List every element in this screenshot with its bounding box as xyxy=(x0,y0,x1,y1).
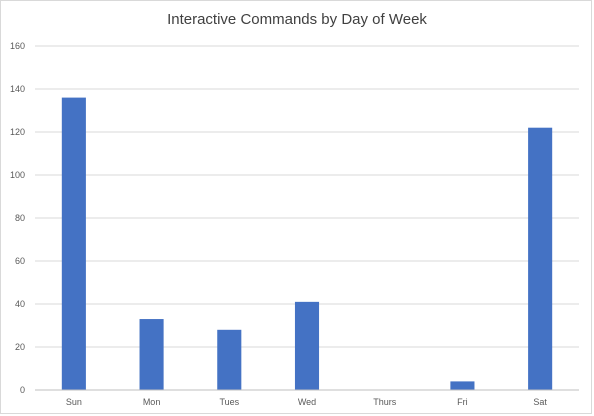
x-axis-tick-labels: Sun Mon Tues Wed Thurs Fri Sat xyxy=(66,397,548,407)
x-tick-label: Sat xyxy=(533,397,547,407)
y-tick-label: 100 xyxy=(10,170,25,180)
bar-tues xyxy=(217,330,241,390)
y-tick-label: 40 xyxy=(15,299,25,309)
y-tick-label: 20 xyxy=(15,342,25,352)
x-tick-label: Tues xyxy=(219,397,239,407)
bars xyxy=(62,98,552,390)
bar-sun xyxy=(62,98,86,390)
x-tick-label: Fri xyxy=(457,397,468,407)
y-tick-label: 160 xyxy=(10,41,25,51)
y-tick-label: 60 xyxy=(15,256,25,266)
y-tick-label: 0 xyxy=(20,385,25,395)
y-tick-label: 140 xyxy=(10,84,25,94)
x-tick-label: Mon xyxy=(143,397,161,407)
bar-mon xyxy=(140,319,164,390)
x-tick-label: Wed xyxy=(298,397,316,407)
y-axis-tick-labels: 0 20 40 60 80 100 120 140 160 xyxy=(10,41,25,395)
y-tick-label: 120 xyxy=(10,127,25,137)
y-tick-label: 80 xyxy=(15,213,25,223)
bar-fri xyxy=(450,381,474,390)
x-tick-label: Sun xyxy=(66,397,82,407)
bar-wed xyxy=(295,302,319,390)
bar-sat xyxy=(528,128,552,390)
x-tick-label: Thurs xyxy=(373,397,397,407)
